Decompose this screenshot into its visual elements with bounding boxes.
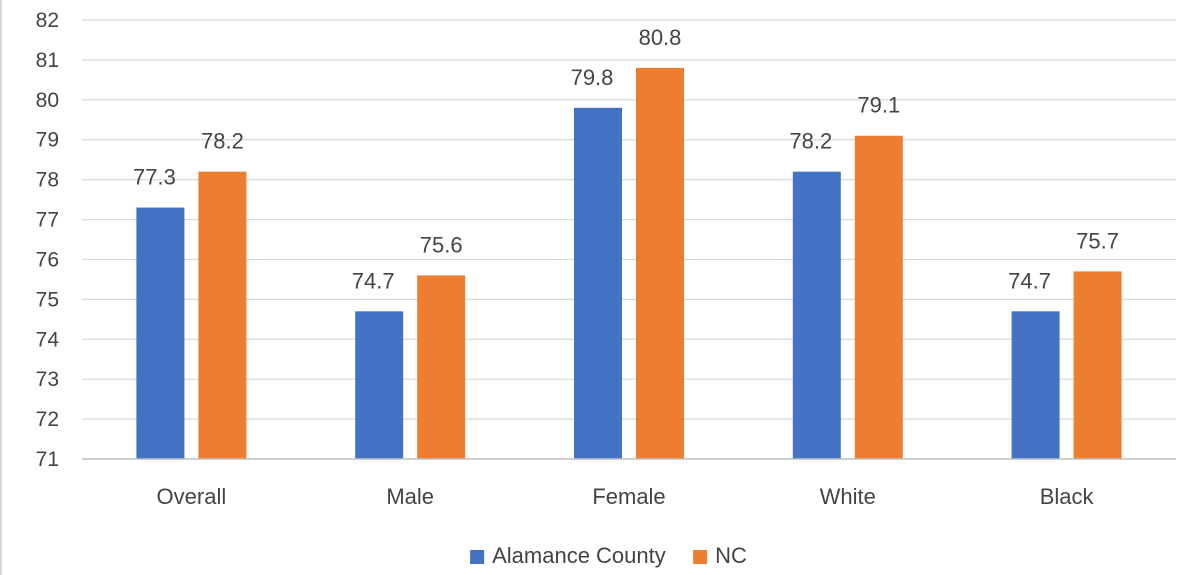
bar-nc-overall <box>198 171 247 459</box>
legend-label: Alamance County <box>492 543 666 568</box>
y-axis: 71 72 73 74 75 76 77 78 79 80 81 82 <box>36 9 60 471</box>
y-tick-label: 79 <box>36 129 59 152</box>
y-tick-label: 77 <box>36 209 59 232</box>
y-tick-label: 80 <box>36 89 59 112</box>
y-tick-label: 75 <box>36 288 59 311</box>
x-tick-label: Black <box>1040 484 1095 509</box>
legend-label: NC <box>715 543 747 568</box>
x-axis: Overall Male Female White Black <box>82 458 1176 509</box>
y-tick-label: 74 <box>36 328 60 351</box>
data-label: 79.1 <box>857 93 900 118</box>
bar-alamance-county-male <box>355 311 404 459</box>
data-label: 75.7 <box>1076 228 1119 253</box>
data-label: 74.7 <box>352 268 395 293</box>
data-label: 77.3 <box>133 165 176 190</box>
y-tick-label: 73 <box>36 368 59 391</box>
data-label: 79.8 <box>571 65 614 90</box>
bar-alamance-county-female <box>574 107 622 460</box>
data-label: 78.2 <box>201 129 244 154</box>
y-tick-label: 72 <box>36 408 59 431</box>
y-tick-label: 71 <box>36 448 59 471</box>
y-tick-label: 81 <box>36 49 59 72</box>
bar-nc-black <box>1073 271 1122 459</box>
legend-swatch <box>693 550 708 564</box>
bar-nc-male <box>417 275 466 459</box>
bar-alamance-county-overall <box>136 207 185 459</box>
x-tick-label: Male <box>386 484 434 509</box>
x-tick-label: White <box>820 484 876 509</box>
data-label: 78.2 <box>789 129 832 154</box>
bars <box>136 67 1122 460</box>
legend-swatch <box>470 550 485 564</box>
y-tick-label: 78 <box>36 169 59 192</box>
bar-nc-white <box>854 135 903 459</box>
x-tick-label: Female <box>592 484 665 509</box>
data-label: 74.7 <box>1008 268 1051 293</box>
gridlines <box>82 19 1176 420</box>
y-tick-label: 82 <box>36 9 59 32</box>
bar-nc-female <box>636 67 684 460</box>
y-tick-label: 76 <box>36 248 59 271</box>
data-labels: 77.3 78.2 74.7 75.6 79.8 80.8 78.2 79.1 74.7 75.7 <box>133 25 1119 293</box>
x-tick-label: Overall <box>157 484 227 509</box>
data-label: 80.8 <box>639 25 682 50</box>
bar-alamance-county-black <box>1011 311 1060 459</box>
data-label: 75.6 <box>420 232 463 257</box>
legend: Alamance County NC <box>470 543 747 568</box>
bar-alamance-county-white <box>792 171 841 459</box>
